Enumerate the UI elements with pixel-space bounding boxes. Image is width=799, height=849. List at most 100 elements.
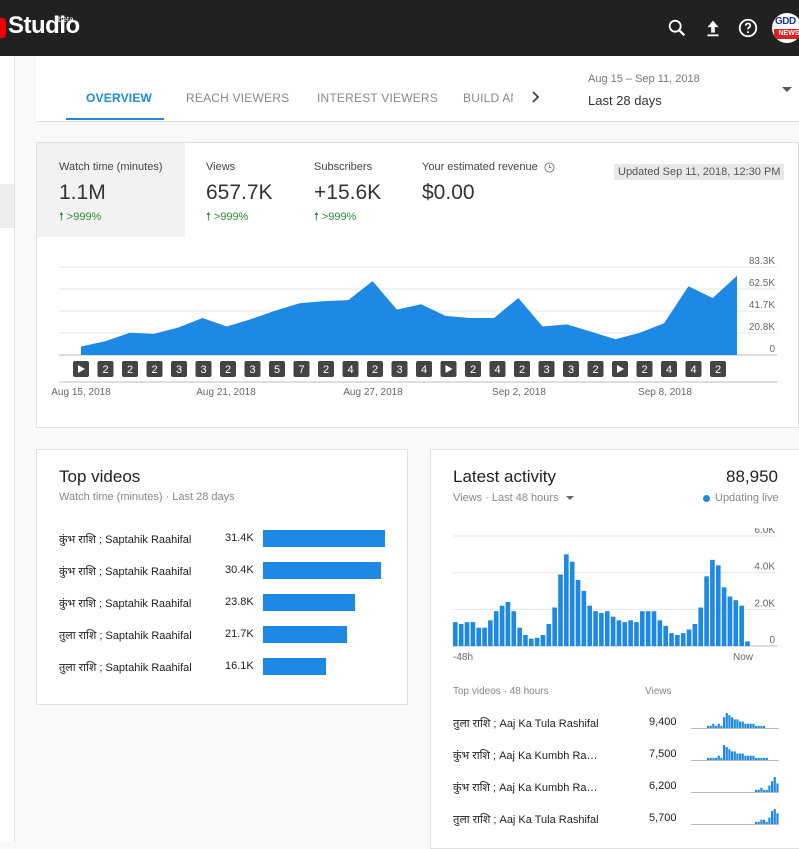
sparkline-bar <box>712 757 715 760</box>
activity-bar <box>639 611 645 646</box>
activity-bar <box>552 607 557 646</box>
activity-bar <box>657 620 663 646</box>
sparkline-bar <box>744 755 747 760</box>
metric-change: 🠕 >999% <box>206 208 248 227</box>
top-video-row[interactable]: कुंभ राशि ; Saptahik Raahifal 30.4K <box>37 562 407 582</box>
video-title[interactable]: तुला राशि ; Aaj Ka Tula Rashifal <box>453 814 599 826</box>
metric-subscribers[interactable]: Subscribers +15.6K 🠕 >999% <box>293 143 401 237</box>
video-title[interactable]: कुंभ राशि ; Aaj Ka Kumbh Rashifal <box>453 782 601 794</box>
video-title[interactable]: कुंभ राशि ; Saptahik Raahifal <box>59 598 192 610</box>
views-period-dropdown[interactable]: Views · Last 48 hours <box>453 492 574 504</box>
sparkline-bar <box>744 723 747 728</box>
sparkline-bar <box>747 723 750 728</box>
upload-icon[interactable] <box>702 17 724 39</box>
metric-value: 657.7K <box>206 181 273 204</box>
watch-time-area <box>81 275 737 355</box>
activity-bar <box>458 624 464 646</box>
tab-interest-viewers[interactable]: INTEREST VIEWERS <box>317 91 438 105</box>
annotation-count: 2 <box>102 364 108 376</box>
activity-bar <box>651 611 657 646</box>
play-icon <box>445 365 453 373</box>
sparkline-bar <box>747 755 750 760</box>
video-title[interactable]: तुला राशि ; Aaj Ka Tula Rashifal <box>453 718 599 730</box>
metric-views[interactable]: Views 657.7K 🠕 >999% <box>185 143 293 237</box>
x-tick-label: Aug 15, 2018 <box>51 387 111 398</box>
help-icon[interactable] <box>737 17 759 39</box>
top-video-row[interactable]: तुला राशि ; Saptahik Raahifal 16.1K <box>37 658 407 678</box>
top-video-48h-row[interactable]: तुला राशि ; Aaj Ka Tula Rashifal 9,400 <box>431 713 799 748</box>
annotation-marker <box>587 361 604 377</box>
youtube-logo-icon <box>0 18 6 38</box>
annotation-count: 2 <box>225 364 231 376</box>
top-video-48h-row[interactable]: कुंभ राशि ; Aaj Ka Kumbh Rashifal 7,500 <box>431 745 799 780</box>
x-tick-label: Now <box>733 652 754 660</box>
sparkline-bar <box>765 789 768 792</box>
video-value: 23.8K <box>225 596 254 608</box>
sparkline-bar <box>752 723 755 728</box>
tab-reach-viewers[interactable]: REACH VIEWERS <box>186 91 290 105</box>
video-title[interactable]: कुंभ राशि ; Aaj Ka Kumbh Rashifal <box>453 750 601 762</box>
sparkline-bar <box>773 809 776 824</box>
top-video-row[interactable]: कुंभ राशि ; Saptahik Raahifal 23.8K <box>37 594 407 614</box>
video-title[interactable]: कुंभ राशि ; Saptahik Raahifal <box>59 566 192 578</box>
date-range-dates[interactable]: Aug 15 – Sep 11, 2018 <box>588 73 700 85</box>
chevron-right-icon[interactable] <box>528 89 544 105</box>
clock-icon <box>544 162 555 173</box>
views-column-label: Views <box>645 686 672 697</box>
left-nav-selected-item[interactable] <box>0 184 14 228</box>
sparkline-bar <box>739 753 742 760</box>
top-video-48h-row[interactable]: तुला राशि ; Aaj Ka Tula Rashifal 5,700 <box>431 809 799 844</box>
date-range-label[interactable]: Last 28 days <box>588 93 662 108</box>
tab-overview[interactable]: OVERVIEW <box>86 91 153 105</box>
annotation-marker <box>293 361 310 377</box>
annotation-marker <box>318 361 334 377</box>
sparkline-bar <box>773 777 776 792</box>
sparkline-bar <box>709 725 712 728</box>
sparkline-bar <box>731 751 734 760</box>
sparkline-bar <box>707 757 710 760</box>
activity-bar <box>692 624 698 646</box>
annotation-marker <box>171 361 187 377</box>
activity-bar <box>610 616 616 646</box>
video-title[interactable]: तुला राशि ; Saptahik Raahifal <box>59 662 192 674</box>
annotation-count: 2 <box>372 364 378 376</box>
metric-value: +15.6K <box>314 181 382 204</box>
activity-bar <box>645 611 651 646</box>
card-title: Top videos <box>59 467 141 486</box>
metric-revenue[interactable]: Your estimated revenue $0.00 <box>401 143 581 237</box>
activity-bar <box>511 611 517 646</box>
top-video-row[interactable]: तुला राशि ; Saptahik Raahifal 21.7K <box>37 626 407 646</box>
metric-label: Views <box>206 161 236 173</box>
top-video-48h-row[interactable]: कुंभ राशि ; Aaj Ka Kumbh Rashifal 6,200 <box>431 777 799 812</box>
activity-bar <box>628 620 633 646</box>
video-views: 6,200 <box>649 780 677 792</box>
video-title[interactable]: तुला राशि ; Saptahik Raahifal <box>59 630 192 642</box>
sparkline-bar <box>728 715 731 728</box>
tab-build-audience[interactable]: BUILD AN <box>463 91 513 105</box>
video-bar <box>263 530 385 547</box>
search-icon[interactable] <box>666 17 688 39</box>
top-videos-card: Top videos Watch time (minutes) · Last 2… <box>36 449 408 705</box>
activity-bar <box>715 565 721 646</box>
metric-change: 🠕 >999% <box>314 208 356 227</box>
top-videos-48h-label: Top videos · 48 hours <box>453 686 549 697</box>
sparkline-bar <box>707 725 710 728</box>
activity-bar <box>721 587 727 646</box>
video-title[interactable]: कुंभ राशि ; Saptahik Raahifal <box>59 534 192 546</box>
watch-time-chart[interactable]: 83.3K 62.5K 41.7K 20.8K 0 2 2 2 3 3 2 3 5 7 2 4 2 3 4 2 4 2 3 3… <box>37 237 798 427</box>
sparkline-bar <box>768 785 771 792</box>
avatar[interactable]: GDD NEWS <box>772 13 799 43</box>
sparkline-bar <box>763 757 766 760</box>
chevron-down-icon[interactable] <box>782 87 792 92</box>
x-tick-label: Aug 27, 2018 <box>343 387 403 398</box>
activity-bar <box>534 637 540 646</box>
latest-activity-chart[interactable]: 6.0K 4.0K 2.0K 0 -48h Now <box>431 528 791 660</box>
y-tick-label: 0 <box>769 344 775 355</box>
annotation-count: 2 <box>592 364 598 376</box>
activity-bar <box>575 580 581 646</box>
sparkline-bar <box>768 817 771 824</box>
metric-watch-time[interactable]: Watch time (minutes) 1.1M 🠕 >999% <box>37 143 185 237</box>
studio-logo[interactable]: Studio <box>8 12 80 39</box>
top-video-row[interactable]: कुंभ राशि ; Saptahik Raahifal 31.4K <box>37 530 407 550</box>
sparkline-bar <box>749 755 752 760</box>
